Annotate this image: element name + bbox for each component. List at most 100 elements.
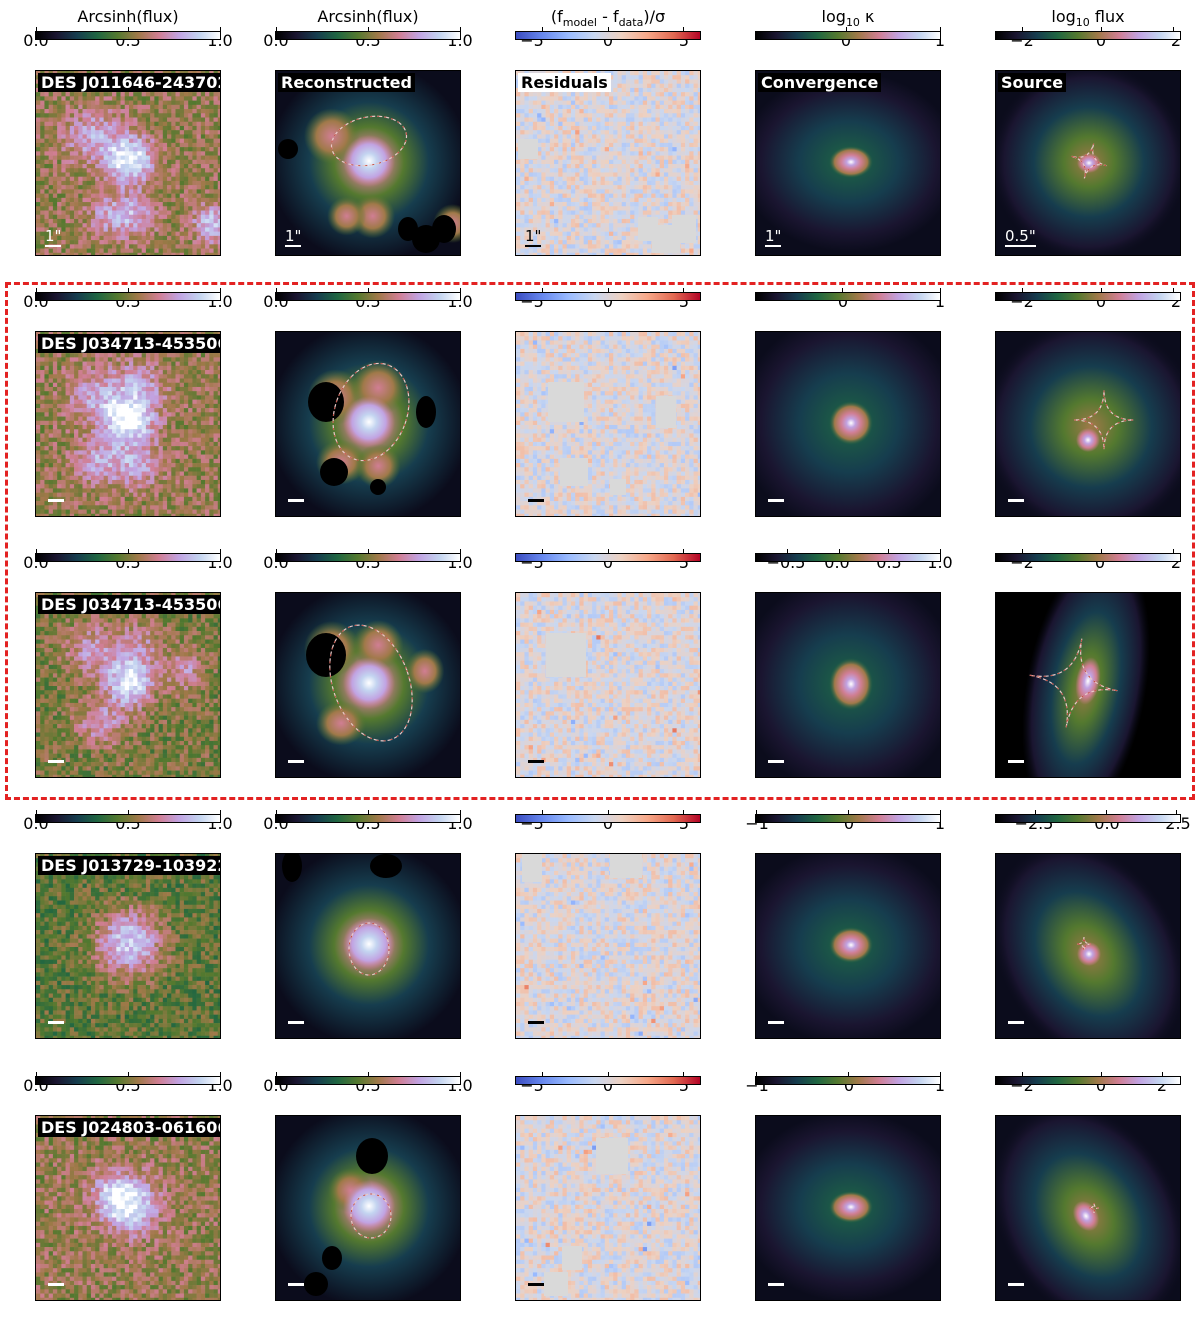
residual-pixel bbox=[537, 155, 542, 161]
residual-pixel bbox=[672, 130, 677, 135]
data-pixel bbox=[86, 370, 92, 375]
residual-pixel bbox=[537, 231, 542, 237]
data-pixel bbox=[171, 227, 176, 232]
data-pixel bbox=[69, 365, 75, 371]
data-pixel bbox=[99, 138, 104, 144]
data-pixel bbox=[179, 164, 185, 169]
colorbar-tick bbox=[128, 27, 129, 32]
data-pixel bbox=[61, 168, 66, 173]
data-pixel bbox=[82, 147, 88, 152]
residual-pixel bbox=[634, 100, 639, 106]
data-pixel bbox=[145, 159, 151, 165]
data-pixel bbox=[120, 155, 126, 161]
residual-pixel bbox=[668, 83, 673, 89]
data-pixel bbox=[44, 168, 49, 173]
data-pixel bbox=[179, 206, 185, 211]
data-pixel bbox=[57, 130, 62, 135]
residual-pixel bbox=[549, 164, 555, 169]
data-pixel bbox=[107, 138, 113, 144]
data-pixel bbox=[171, 378, 176, 384]
residual-pixel bbox=[663, 125, 669, 131]
data-pixel bbox=[57, 159, 62, 165]
tick-label: 1 bbox=[934, 292, 946, 311]
residual-pixel bbox=[583, 155, 589, 161]
residual-pixel bbox=[558, 227, 563, 232]
colorbar bbox=[35, 288, 221, 301]
residual-pixel bbox=[638, 202, 644, 207]
residual-pixel bbox=[545, 121, 551, 127]
data-pixel bbox=[57, 155, 62, 161]
data-pixel bbox=[61, 223, 66, 228]
data-pixel bbox=[145, 92, 151, 97]
residual-pixel bbox=[570, 197, 576, 203]
residual-pixel bbox=[562, 151, 568, 156]
data-pixel bbox=[137, 130, 142, 135]
data-pixel bbox=[69, 147, 75, 152]
data-pixel bbox=[52, 408, 58, 413]
data-pixel bbox=[69, 361, 75, 367]
data-pixel bbox=[217, 168, 220, 173]
residual-pixel bbox=[566, 147, 572, 152]
data-pixel bbox=[217, 252, 220, 255]
data-pixel bbox=[124, 420, 130, 426]
data-pixel bbox=[90, 399, 96, 405]
residual-pixel bbox=[562, 197, 568, 203]
data-pixel bbox=[107, 189, 113, 194]
residual-pixel bbox=[693, 155, 699, 161]
data-pixel bbox=[179, 235, 185, 241]
residual-pixel bbox=[625, 180, 631, 186]
residual-pixel bbox=[689, 210, 694, 216]
residual-pixel bbox=[596, 235, 601, 241]
data-pixel bbox=[188, 168, 193, 173]
data-pixel bbox=[129, 202, 134, 207]
residual-pixel bbox=[651, 155, 656, 161]
data-pixel bbox=[129, 235, 134, 241]
residual-pixel bbox=[642, 92, 648, 97]
data-pixel bbox=[82, 214, 88, 220]
data-pixel bbox=[61, 227, 66, 232]
residual-pixel bbox=[549, 109, 555, 114]
data-pixel bbox=[162, 416, 168, 422]
data-pixel bbox=[103, 231, 109, 237]
residual-pixel bbox=[638, 252, 644, 255]
residual-pixel bbox=[554, 223, 559, 228]
data-pixel bbox=[107, 420, 113, 426]
residual-pixel bbox=[528, 100, 534, 106]
data-pixel bbox=[95, 227, 100, 232]
data-pixel bbox=[57, 168, 62, 173]
colorbar-tick bbox=[276, 27, 277, 32]
residual-pixel bbox=[676, 147, 682, 152]
residual-pixel bbox=[617, 147, 622, 152]
data-pixel bbox=[154, 210, 159, 216]
data-pixel bbox=[36, 147, 41, 152]
residual-pixel bbox=[680, 96, 686, 101]
residual-pixel bbox=[516, 113, 521, 118]
data-pixel bbox=[167, 395, 172, 400]
residual-pixel bbox=[647, 130, 652, 135]
data-pixel bbox=[192, 227, 197, 232]
data-pixel bbox=[44, 130, 49, 135]
data-pixel bbox=[36, 109, 41, 114]
residual-pixel bbox=[549, 113, 555, 118]
data-pixel bbox=[200, 134, 206, 139]
residual-pixel bbox=[524, 210, 529, 216]
residual-pixel bbox=[630, 138, 635, 144]
residual-pixel bbox=[617, 189, 622, 194]
residual-pixel bbox=[596, 202, 601, 207]
data-pixel bbox=[86, 240, 92, 245]
data-pixel bbox=[124, 147, 130, 152]
data-pixel bbox=[158, 416, 164, 422]
data-pixel bbox=[150, 202, 155, 207]
data-pixel bbox=[61, 353, 66, 358]
data-pixel bbox=[57, 197, 62, 203]
residual-pixel bbox=[642, 79, 648, 84]
data-pixel bbox=[209, 399, 214, 405]
data-pixel bbox=[36, 172, 41, 177]
data-pixel bbox=[205, 248, 210, 254]
data-pixel bbox=[69, 193, 75, 199]
residual-pixel bbox=[592, 252, 597, 255]
residual-pixel bbox=[651, 83, 656, 89]
residual-pixel bbox=[545, 130, 551, 135]
data-pixel bbox=[69, 395, 75, 400]
data-pixel bbox=[74, 176, 79, 182]
